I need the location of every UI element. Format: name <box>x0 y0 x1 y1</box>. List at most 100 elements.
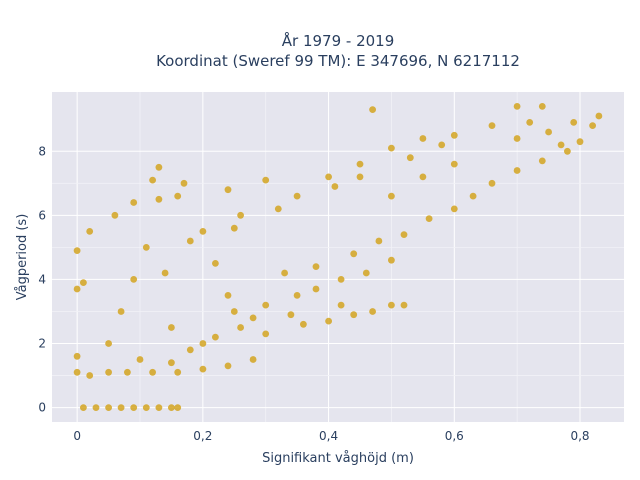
data-point <box>186 346 194 354</box>
data-point <box>570 119 578 126</box>
data-point <box>287 311 295 319</box>
x-tick-label: 0,8 <box>570 429 589 443</box>
data-point <box>130 404 138 411</box>
data-point <box>80 279 87 286</box>
data-point <box>105 340 112 347</box>
chart-title-line1: År 1979 - 2019 <box>282 31 395 50</box>
data-point <box>212 333 219 341</box>
x-axis-ticks: 0 0,2 0,4 0,6 0,8 <box>73 429 589 443</box>
x-tick-label: 0,4 <box>319 429 338 443</box>
data-point <box>350 311 358 319</box>
data-point <box>450 160 458 168</box>
data-point <box>557 141 565 149</box>
data-point <box>149 368 157 376</box>
data-point <box>337 301 345 309</box>
data-point <box>111 211 119 219</box>
data-point <box>80 404 87 411</box>
data-point <box>388 192 395 200</box>
data-point <box>281 269 288 277</box>
plot-area <box>52 92 624 422</box>
data-point <box>293 192 301 200</box>
data-point <box>312 263 320 270</box>
data-point <box>312 285 320 293</box>
data-point <box>400 231 408 239</box>
data-point <box>174 192 182 200</box>
x-axis-title: Signifikant våghöjd (m) <box>262 451 414 466</box>
data-point <box>388 144 395 152</box>
data-point <box>450 131 458 139</box>
data-point <box>117 404 125 411</box>
data-point <box>375 237 383 245</box>
data-point <box>155 404 163 411</box>
data-point <box>538 157 546 165</box>
data-point <box>174 368 182 376</box>
y-tick-label: 6 <box>38 208 46 222</box>
data-point <box>331 183 339 190</box>
data-point <box>325 317 332 325</box>
data-point <box>168 404 175 411</box>
data-point <box>388 256 395 264</box>
data-point <box>180 179 188 187</box>
y-tick-label: 4 <box>38 272 46 286</box>
data-point <box>438 141 446 149</box>
data-point <box>513 135 521 142</box>
data-point <box>212 260 219 267</box>
data-point <box>356 173 364 181</box>
data-point <box>249 356 257 363</box>
data-point <box>237 324 245 331</box>
chart-title-line2: Koordinat (Sweref 99 TM): E 347696, N 62… <box>156 52 520 70</box>
data-point <box>425 215 433 223</box>
data-point <box>105 368 112 376</box>
data-point <box>469 192 477 200</box>
data-point <box>155 163 163 171</box>
y-tick-label: 2 <box>38 337 46 351</box>
x-tick-label: 0,6 <box>445 429 464 443</box>
data-point <box>564 147 571 155</box>
y-axis-ticks: 0 2 4 6 8 <box>38 144 46 414</box>
data-point <box>230 308 238 315</box>
data-point <box>130 276 138 283</box>
data-point <box>488 122 496 129</box>
data-point <box>224 362 232 370</box>
data-point <box>149 176 157 184</box>
data-point <box>388 301 395 309</box>
data-point <box>450 205 458 213</box>
scatter-points <box>73 103 603 411</box>
data-point <box>105 404 112 411</box>
data-point <box>406 154 414 162</box>
data-point <box>419 135 427 142</box>
data-point <box>224 186 232 194</box>
data-point <box>356 160 364 168</box>
x-tick-label: 0 <box>73 429 81 443</box>
data-point <box>589 122 596 129</box>
data-point <box>130 199 138 206</box>
data-point <box>73 285 81 293</box>
data-point <box>576 138 584 146</box>
data-point <box>174 404 182 411</box>
data-point <box>168 324 175 331</box>
y-axis-title: Vågperiod (s) <box>15 214 30 301</box>
data-point <box>237 211 245 219</box>
data-point <box>595 112 603 120</box>
data-point <box>155 195 163 203</box>
y-tick-label: 0 <box>38 401 46 415</box>
data-point <box>92 404 100 411</box>
data-point <box>186 237 194 245</box>
data-point <box>369 308 376 315</box>
data-point <box>86 372 94 379</box>
data-point <box>337 276 345 283</box>
data-point <box>136 356 144 363</box>
data-point <box>274 205 282 213</box>
data-point <box>224 292 232 299</box>
data-point <box>545 128 552 136</box>
data-point <box>73 368 81 376</box>
data-point <box>117 308 125 315</box>
data-point <box>168 359 175 367</box>
data-point <box>230 224 238 232</box>
data-point <box>538 103 546 110</box>
data-point <box>142 244 150 251</box>
data-point <box>142 404 150 411</box>
data-point <box>419 173 427 181</box>
data-point <box>325 173 332 181</box>
